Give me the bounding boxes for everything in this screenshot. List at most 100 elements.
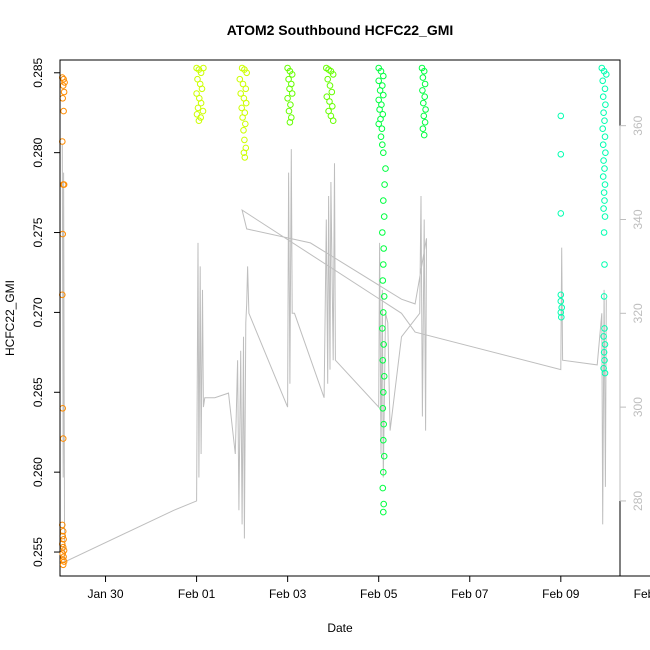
data-point — [379, 325, 386, 332]
data-point — [381, 181, 388, 188]
y-tick-label: 0.255 — [31, 537, 45, 567]
data-point — [380, 309, 387, 316]
data-point — [379, 229, 386, 236]
data-point — [238, 104, 245, 112]
data-point — [379, 405, 387, 412]
data-point — [380, 293, 388, 300]
data-point — [600, 189, 608, 196]
points-layer — [59, 64, 610, 569]
data-point — [375, 120, 383, 128]
data-point — [329, 71, 337, 78]
data-point — [59, 550, 67, 557]
secondary-line — [61, 144, 607, 563]
chart-title: ATOM2 Southbound HCFC22_GMI — [227, 22, 454, 38]
x-tick-label: Feb 05 — [360, 587, 398, 601]
data-point — [600, 229, 608, 236]
data-point — [380, 91, 387, 99]
data-point — [600, 157, 607, 164]
data-point — [288, 71, 296, 78]
data-point — [193, 111, 201, 118]
data-point — [557, 210, 565, 217]
data-point — [380, 245, 388, 252]
x-tick-label: Feb 01 — [178, 587, 216, 601]
data-point — [60, 181, 68, 188]
y2-tick-label: 320 — [631, 303, 645, 323]
y-axis: 0.255 0.260 0.265 0.270 0.275 0.280 0.285 — [31, 57, 61, 567]
data-point — [380, 261, 387, 268]
data-point — [599, 93, 607, 100]
data-point — [236, 75, 244, 83]
data-point — [379, 484, 387, 492]
y-axis-label: HCFC22_GMI — [3, 280, 17, 356]
data-point — [380, 197, 387, 204]
data-point — [60, 75, 67, 83]
data-point — [420, 112, 428, 120]
data-point — [60, 536, 67, 543]
data-point — [558, 304, 566, 311]
data-point — [329, 117, 337, 124]
data-point — [326, 98, 333, 105]
data-point — [380, 341, 388, 348]
data-point — [421, 93, 429, 100]
data-point — [599, 141, 607, 148]
data-point — [378, 125, 386, 132]
data-point — [379, 277, 387, 284]
data-point — [242, 120, 249, 128]
data-point — [326, 82, 334, 89]
data-point — [380, 436, 387, 444]
data-point — [242, 99, 250, 107]
data-point — [199, 107, 207, 115]
x-tick-label: Feb 09 — [542, 587, 580, 601]
data-point — [377, 133, 385, 140]
data-point — [286, 119, 294, 126]
data-point — [601, 325, 608, 332]
data-point — [195, 117, 203, 124]
data-point — [380, 213, 388, 220]
data-point — [286, 85, 293, 93]
data-point — [375, 96, 383, 104]
data-point — [601, 165, 608, 172]
y2-tick-label: 280 — [631, 491, 645, 511]
y-tick-label: 0.260 — [31, 457, 45, 487]
data-point — [323, 93, 331, 100]
data-point — [193, 90, 200, 97]
data-point — [376, 87, 384, 94]
data-point — [601, 197, 608, 204]
data-point — [324, 75, 332, 83]
data-point — [240, 127, 247, 134]
data-point — [603, 71, 610, 78]
x-tick-label: Feb 03 — [269, 587, 307, 601]
data-point — [600, 293, 608, 300]
data-point — [380, 452, 388, 460]
data-point — [558, 313, 565, 321]
data-point — [379, 357, 387, 364]
data-point — [61, 79, 68, 86]
data-point — [557, 297, 565, 305]
data-point — [420, 131, 428, 139]
data-point — [242, 85, 250, 93]
data-point — [419, 74, 427, 81]
y-tick-label: 0.275 — [31, 217, 45, 247]
data-point — [601, 213, 609, 220]
data-point — [200, 64, 207, 72]
data-point — [601, 261, 608, 268]
data-point — [380, 72, 387, 80]
y-tick-label: 0.280 — [31, 137, 45, 167]
data-point — [284, 95, 291, 102]
data-point — [601, 369, 609, 377]
data-point — [198, 85, 206, 93]
data-point — [557, 291, 565, 299]
data-point — [599, 125, 607, 132]
data-point — [419, 87, 426, 94]
data-point — [421, 119, 429, 126]
data-point — [60, 88, 68, 96]
data-point — [421, 80, 429, 88]
x-tick-label: Feb 11 — [634, 587, 650, 601]
data-point — [422, 106, 429, 113]
data-point — [602, 101, 609, 108]
data-point — [379, 141, 386, 148]
y2-tick-label: 300 — [631, 397, 645, 417]
x-tick-label: Feb 07 — [451, 587, 489, 601]
data-point — [557, 309, 565, 316]
